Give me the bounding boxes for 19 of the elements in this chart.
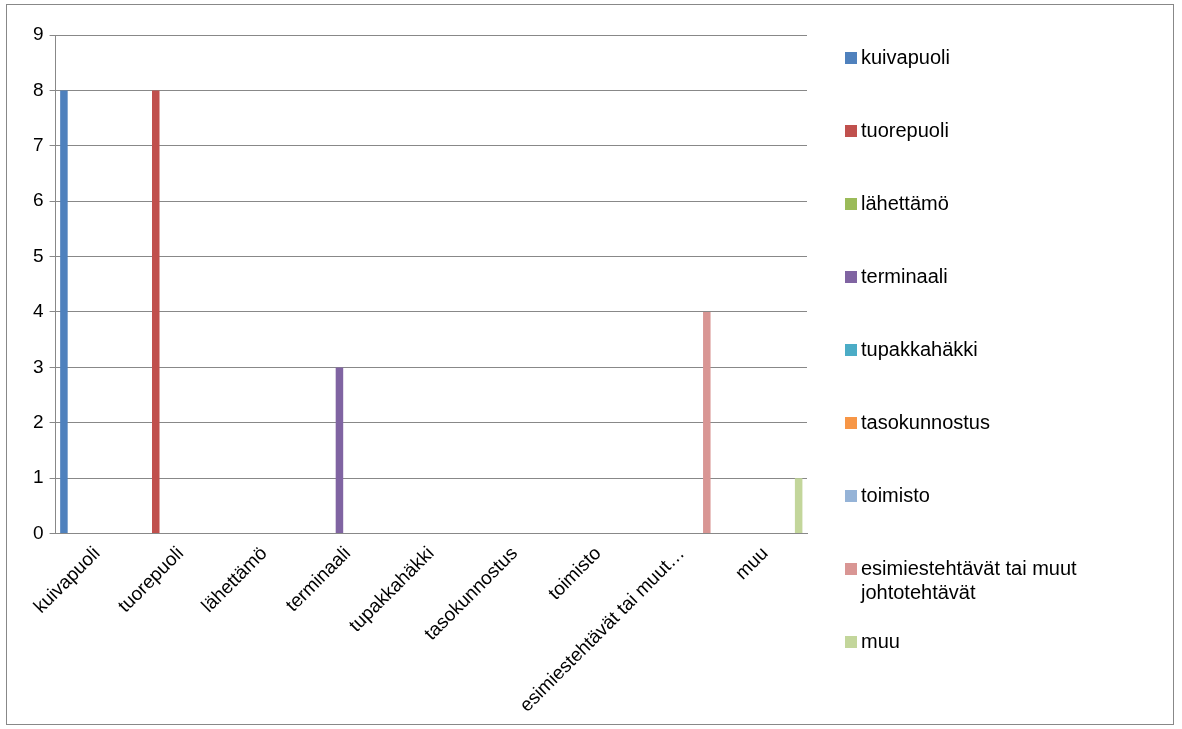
y-tick-label: 7 — [32, 134, 44, 156]
legend-label: lähettämö — [861, 191, 949, 215]
legend-label: terminaali — [861, 264, 948, 288]
y-tick-label: 5 — [32, 244, 44, 266]
y-tick-label: 2 — [32, 411, 44, 433]
y-tick-label: 4 — [32, 300, 44, 322]
x-tick-label: muu — [730, 542, 772, 584]
y-tick-label: 8 — [32, 78, 44, 100]
y-tick-label: 1 — [32, 466, 44, 488]
y-tick-label: 6 — [32, 189, 44, 211]
legend-label: kuivapuoli — [861, 45, 950, 69]
legend-label: esimiestehtävät tai muut johtotehtävät — [861, 556, 1078, 604]
legend-label: toimisto — [861, 483, 930, 507]
y-tick-label: 3 — [32, 355, 44, 377]
y-tick-label: 0 — [32, 521, 44, 543]
legend-label: tuorepuoli — [861, 118, 949, 142]
legend-label: tupakkahäkki — [861, 337, 978, 361]
legend-label: tasokunnostus — [861, 410, 990, 434]
y-tick-label: 9 — [32, 23, 44, 45]
